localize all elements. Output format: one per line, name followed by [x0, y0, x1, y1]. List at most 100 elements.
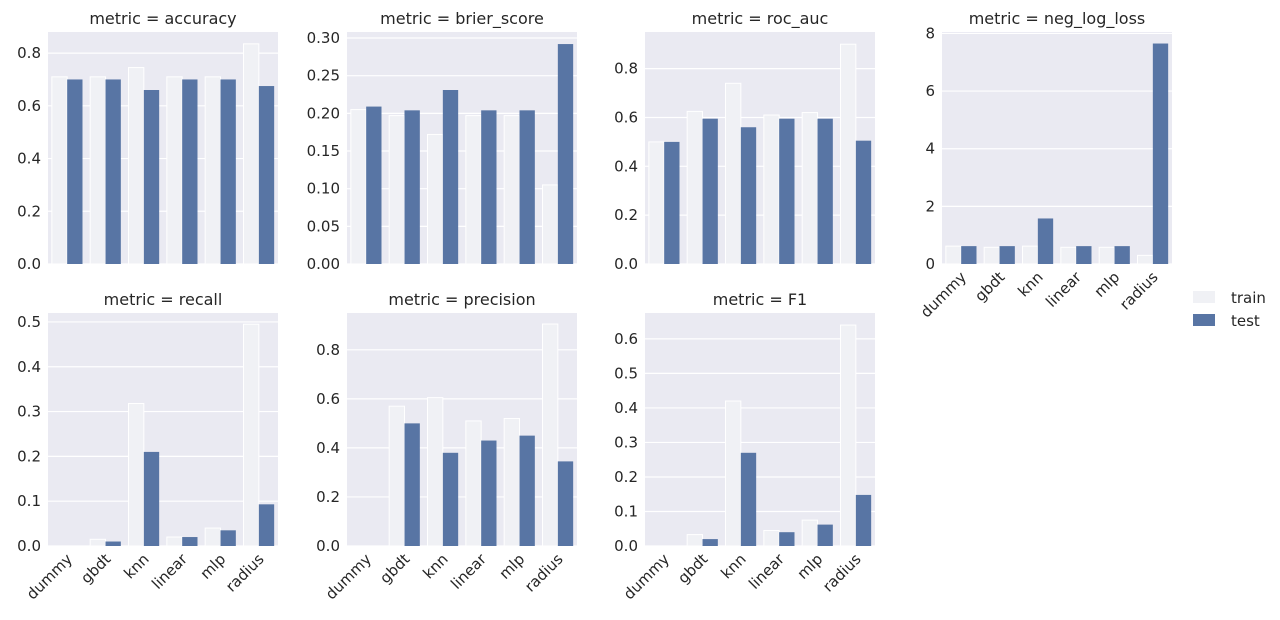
bar-test-dummy	[961, 246, 977, 264]
panel-background	[942, 32, 1172, 264]
panel-background	[48, 32, 278, 264]
bar-train-linear	[763, 529, 780, 547]
y-tick-label: 0.4	[17, 358, 41, 376]
bar-train-radius	[243, 43, 260, 265]
bar-test-mlp	[1114, 246, 1130, 264]
panel-background	[48, 313, 278, 546]
bar-test-radius	[855, 140, 872, 264]
y-tick-label: 0.0	[316, 537, 340, 555]
y-tick-label: 8	[925, 24, 935, 42]
y-tick-label: 0.4	[17, 150, 41, 168]
bar-train-mlp	[1098, 246, 1115, 265]
y-tick-label: 0.5	[17, 313, 41, 331]
legend: train test	[1193, 289, 1266, 330]
y-tick-label: 0.0	[614, 537, 638, 555]
bar-test-gbdt	[702, 118, 718, 265]
y-tick-label: 0.4	[614, 157, 638, 175]
y-tick-label: 0	[925, 255, 935, 273]
y-tick-label: 0.6	[614, 330, 638, 348]
panel-background	[347, 32, 577, 264]
bar-train-dummy	[648, 141, 665, 265]
bar-train-gbdt	[89, 538, 106, 547]
bar-train-radius	[1137, 254, 1154, 265]
y-tick-label: 0.8	[316, 341, 340, 359]
bar-test-mlp	[817, 524, 833, 546]
legend-swatch-test	[1193, 314, 1215, 326]
bar-test-linear	[1076, 246, 1092, 264]
bar-test-gbdt	[999, 246, 1015, 264]
bar-test-linear	[182, 79, 198, 264]
bar-train-linear	[763, 114, 780, 265]
bar-test-linear	[779, 118, 795, 265]
bar-train-linear	[166, 536, 183, 547]
y-tick-label: 0.0	[17, 255, 41, 273]
bar-test-knn	[143, 90, 160, 264]
y-tick-label: 0.8	[614, 60, 638, 78]
y-tick-label: 0.10	[307, 180, 340, 198]
y-tick-label: 0.2	[17, 447, 41, 465]
y-tick-label: 0.20	[307, 104, 340, 122]
bar-train-dummy	[350, 109, 367, 265]
panel-2: 0.0 0.2 0.4 0.6 0.8 metric = roc_auc	[614, 9, 875, 273]
bar-train-knn	[725, 400, 742, 547]
panel-title: metric = F1	[713, 290, 807, 309]
bar-test-knn	[1037, 218, 1054, 264]
bar-train-mlp	[801, 112, 819, 265]
bar-test-knn	[740, 127, 757, 265]
y-tick-label: 0.25	[307, 67, 340, 85]
y-tick-label: 6	[925, 82, 935, 100]
panel-title: metric = accuracy	[89, 9, 236, 28]
bar-test-knn	[740, 452, 757, 546]
y-tick-label: 0.2	[316, 488, 340, 506]
bar-test-radius	[1152, 43, 1169, 264]
y-tick-label: 0.3	[17, 403, 41, 421]
bar-test-knn	[442, 452, 459, 546]
bar-train-radius	[840, 324, 857, 547]
bar-test-knn	[143, 451, 160, 546]
panel-1: 0.00 0.05 0.10 0.15 0.20 0.25 0.30 metric = bri…	[307, 9, 577, 273]
bar-train-gbdt	[983, 246, 1001, 265]
bar-test-mlp	[220, 79, 236, 264]
bar-test-mlp	[519, 110, 535, 264]
y-tick-label: 0.8	[17, 44, 41, 62]
bar-train-linear	[465, 420, 482, 547]
bar-test-gbdt	[105, 541, 121, 546]
bar-test-gbdt	[404, 110, 420, 264]
bar-test-radius	[258, 86, 275, 264]
bar-train-dummy	[945, 245, 962, 265]
bar-test-mlp	[220, 530, 236, 546]
bar-train-dummy	[51, 76, 68, 265]
bar-test-mlp	[519, 435, 535, 546]
bar-train-gbdt	[388, 115, 405, 265]
bar-test-linear	[481, 440, 497, 546]
bar-train-gbdt	[686, 534, 704, 547]
panel-title: metric = roc_auc	[692, 9, 829, 29]
bar-test-gbdt	[404, 423, 420, 546]
bar-train-gbdt	[89, 76, 106, 265]
bar-train-gbdt	[388, 405, 405, 547]
bar-train-radius	[542, 323, 559, 547]
bar-test-radius	[258, 504, 275, 546]
bar-train-knn	[128, 403, 145, 547]
bar-test-gbdt	[702, 539, 718, 546]
y-tick-label: 0.15	[307, 142, 340, 160]
y-tick-label: 0.0	[17, 537, 41, 555]
y-tick-label: 4	[925, 140, 935, 158]
y-tick-label: 0.6	[17, 97, 41, 115]
bar-train-linear	[166, 76, 183, 265]
bar-test-linear	[779, 532, 795, 546]
y-tick-label: 2	[925, 197, 935, 215]
panel-0: 0.0 0.2 0.4 0.6 0.8 metric = accuracy	[17, 9, 278, 273]
y-tick-label: 0.3	[614, 433, 638, 451]
panel-title: metric = brier_score	[380, 9, 544, 29]
y-tick-label: 0.2	[17, 202, 41, 220]
bar-train-mlp	[204, 76, 222, 265]
y-tick-label: 0.1	[17, 492, 41, 510]
bar-train-mlp	[503, 115, 520, 265]
y-tick-label: 0.6	[614, 108, 638, 126]
bar-train-gbdt	[686, 110, 704, 265]
bar-train-mlp	[801, 519, 819, 547]
panel-background	[347, 313, 577, 546]
